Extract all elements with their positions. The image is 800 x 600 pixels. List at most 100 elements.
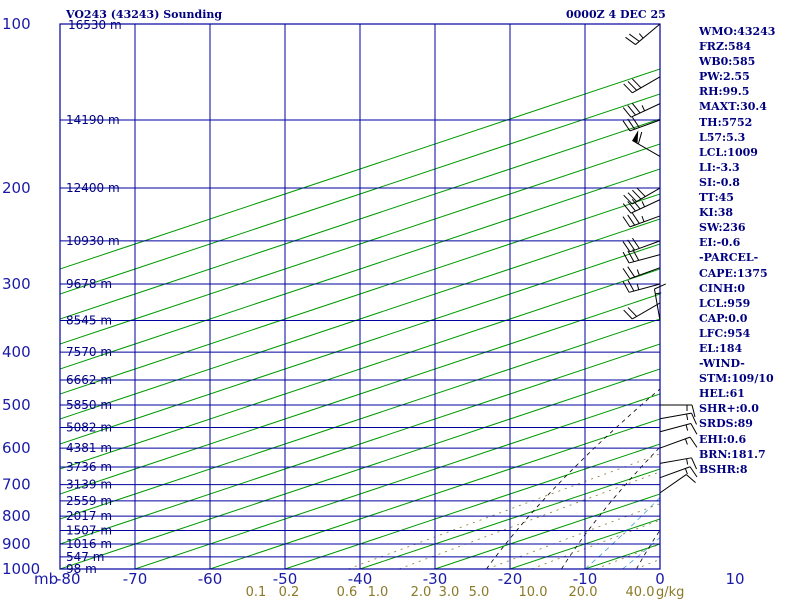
wind-barb xyxy=(625,23,661,45)
index-value: EI:-0.6 xyxy=(699,236,741,250)
wind-barb-flag xyxy=(627,201,636,212)
height-tick-label: 16530 m xyxy=(68,18,122,32)
wind-barb-flag xyxy=(627,118,636,130)
isotherm-line xyxy=(284,443,660,569)
mixing-ratio-label: 3.0 xyxy=(439,585,460,600)
pressure-tick-label: 600 xyxy=(2,439,31,457)
mixing-ratio-label: 0.2 xyxy=(279,585,300,600)
wind-barb xyxy=(659,457,698,470)
index-value: MAXT:30.4 xyxy=(699,100,767,114)
mixing-ratio-label: 0.6 xyxy=(337,585,358,600)
wind-barb xyxy=(659,474,696,494)
wind-barb xyxy=(659,466,698,479)
wind-barb-flag xyxy=(636,187,646,197)
wind-barb-flag xyxy=(637,131,643,145)
wind-barb xyxy=(622,212,661,228)
wind-barb-staff xyxy=(632,187,661,205)
index-value: TT:45 xyxy=(699,191,734,205)
index-value: CAPE:1375 xyxy=(699,266,768,280)
index-value: CINH:0 xyxy=(699,281,746,295)
wind-barb xyxy=(623,187,661,205)
index-value: FRZ:584 xyxy=(699,40,752,54)
wind-barb-flag xyxy=(623,83,633,94)
index-value: CAP:0.0 xyxy=(699,311,748,325)
wind-barb xyxy=(622,237,661,253)
isotherm-line xyxy=(60,143,660,345)
temperature-tick-label: -20 xyxy=(498,570,523,588)
wind-barb-pennant xyxy=(632,130,639,144)
wind-barb-flag xyxy=(690,423,698,435)
wind-barbs xyxy=(622,23,698,494)
mixing-ratio-label: 10.0 xyxy=(519,585,548,600)
height-tick-label: 4381 m xyxy=(66,441,112,455)
wind-barb xyxy=(622,266,661,280)
index-value: EHI:0.6 xyxy=(699,432,747,446)
wind-barb-flag xyxy=(625,36,636,45)
index-value: SW:236 xyxy=(699,221,746,235)
pressure-unit-label: mb xyxy=(34,570,58,588)
isotherm-lines xyxy=(60,68,660,569)
wind-barb-staff xyxy=(635,23,661,45)
height-tick-label: 547 m xyxy=(66,550,104,564)
wind-barb xyxy=(622,103,661,118)
pressure-tick-label: 100 xyxy=(2,15,31,33)
index-value: TH:5752 xyxy=(699,115,753,129)
height-tick-label: 3139 m xyxy=(66,478,112,492)
wind-barb-flag xyxy=(622,120,631,132)
index-value: BRN:181.7 xyxy=(699,447,766,461)
height-tick-label: 6662 m xyxy=(66,373,112,387)
isotherm-line xyxy=(209,418,660,569)
wind-barb xyxy=(622,249,661,264)
wind-barb-staff xyxy=(628,254,661,264)
wind-barb-flag xyxy=(622,216,631,228)
index-value: RH:99.5 xyxy=(699,85,750,99)
mixing-ratio-label: 1.0 xyxy=(368,585,389,600)
temperature-tick-label: -50 xyxy=(273,570,298,588)
wind-barb xyxy=(659,436,698,449)
index-value: SI:-0.8 xyxy=(699,175,740,189)
wind-barb-flag xyxy=(632,249,640,261)
height-tick-label: 12400 m xyxy=(66,181,120,195)
temperature-tick-label: -60 xyxy=(198,570,223,588)
isotherm-line xyxy=(359,468,660,569)
isotherm-line xyxy=(60,68,660,270)
wind-barb xyxy=(659,412,698,425)
height-tick-label: 14190 m xyxy=(66,113,120,127)
wind-barb-half-flag xyxy=(641,201,646,208)
index-value: -PARCEL- xyxy=(699,251,759,265)
wind-barb-staff xyxy=(659,457,692,464)
wind-barb-flag xyxy=(627,279,635,292)
wind-barb-flag xyxy=(623,309,633,320)
temperature-tick-label: -70 xyxy=(123,570,148,588)
isotherm-line xyxy=(60,218,660,420)
wind-barb-flag xyxy=(691,412,698,425)
mixing-ratio-unit: g/kg xyxy=(656,585,684,600)
index-value: -WIND- xyxy=(699,357,745,371)
wind-barb-flag xyxy=(622,251,630,264)
index-value: BSHR:8 xyxy=(699,462,748,476)
wind-barb-flag xyxy=(691,457,698,470)
wind-barb-half-flag xyxy=(684,438,688,445)
wind-barb-flag xyxy=(627,239,636,251)
height-tick-label: 2559 m xyxy=(66,494,112,508)
temperature-tick-label: 0 xyxy=(655,570,665,588)
pressure-tick-label: 300 xyxy=(2,275,31,293)
wind-barb xyxy=(659,422,698,435)
wind-barb xyxy=(622,198,661,214)
wind-barb-half-flag xyxy=(686,413,689,421)
wind-barb-flag xyxy=(654,283,666,290)
wind-barb-half-flag xyxy=(636,283,640,290)
index-value: WB0:585 xyxy=(699,55,756,69)
index-value: HEL:61 xyxy=(699,387,745,401)
index-value: LCL:959 xyxy=(699,296,751,310)
wind-barb-staff xyxy=(629,267,661,280)
sounding-time: 0000Z 4 DEC 25 xyxy=(566,8,666,21)
wind-barb-flag xyxy=(627,105,636,116)
wind-barb xyxy=(622,116,661,132)
wind-barb-staff xyxy=(659,466,691,479)
index-value: PW:2.55 xyxy=(699,70,750,84)
wind-barb-flag xyxy=(631,212,640,224)
wind-barb-staff xyxy=(629,119,661,132)
